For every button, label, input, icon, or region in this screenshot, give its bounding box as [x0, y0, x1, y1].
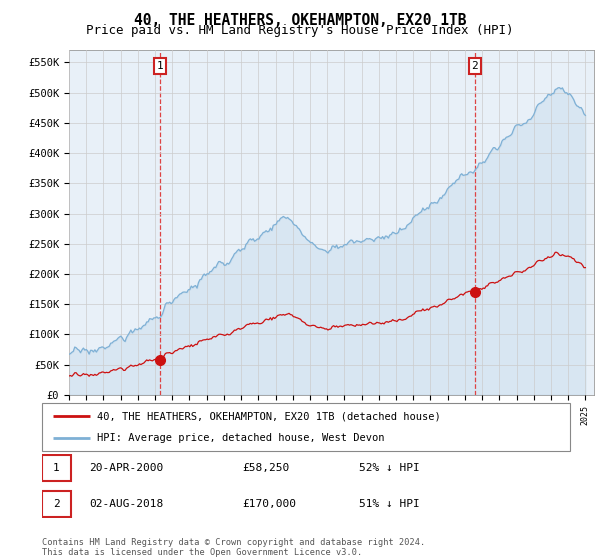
- Text: 52% ↓ HPI: 52% ↓ HPI: [359, 463, 419, 473]
- Text: 2: 2: [53, 499, 60, 509]
- Text: £58,250: £58,250: [242, 463, 290, 473]
- Text: 2: 2: [472, 60, 478, 71]
- Text: 40, THE HEATHERS, OKEHAMPTON, EX20 1TB (detached house): 40, THE HEATHERS, OKEHAMPTON, EX20 1TB (…: [97, 411, 441, 421]
- Text: Price paid vs. HM Land Registry's House Price Index (HPI): Price paid vs. HM Land Registry's House …: [86, 24, 514, 37]
- Text: 02-AUG-2018: 02-AUG-2018: [89, 499, 164, 509]
- FancyBboxPatch shape: [42, 403, 570, 451]
- Text: 1: 1: [157, 60, 163, 71]
- FancyBboxPatch shape: [42, 455, 71, 480]
- FancyBboxPatch shape: [42, 491, 71, 517]
- Text: £170,000: £170,000: [242, 499, 296, 509]
- Text: HPI: Average price, detached house, West Devon: HPI: Average price, detached house, West…: [97, 433, 385, 443]
- Text: 40, THE HEATHERS, OKEHAMPTON, EX20 1TB: 40, THE HEATHERS, OKEHAMPTON, EX20 1TB: [134, 13, 466, 28]
- Text: Contains HM Land Registry data © Crown copyright and database right 2024.
This d: Contains HM Land Registry data © Crown c…: [42, 538, 425, 557]
- Text: 51% ↓ HPI: 51% ↓ HPI: [359, 499, 419, 509]
- Text: 20-APR-2000: 20-APR-2000: [89, 463, 164, 473]
- Text: 1: 1: [53, 463, 60, 473]
